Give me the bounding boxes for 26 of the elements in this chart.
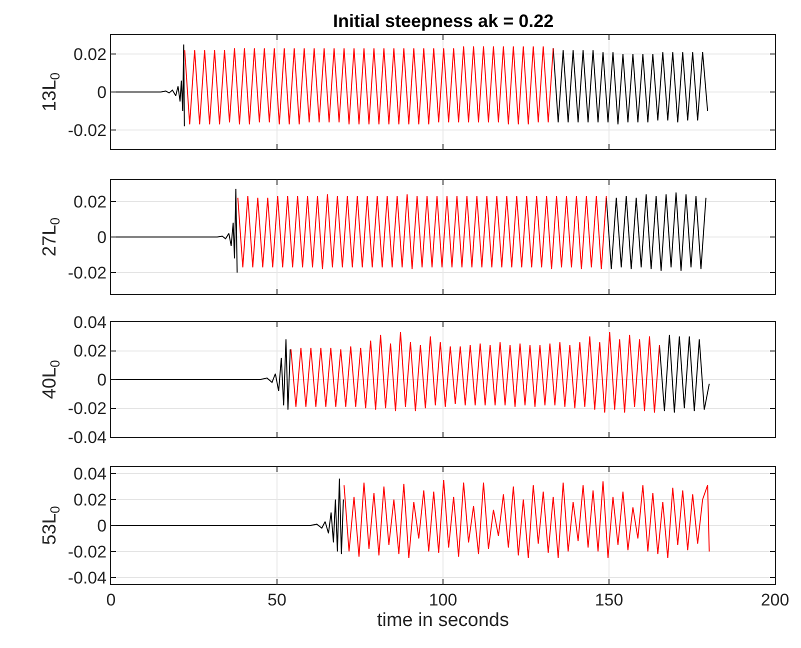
y-tick-label: 0: [97, 82, 107, 102]
y-tick-label: -0.02: [68, 120, 107, 140]
y-tick-label: 0: [97, 370, 107, 390]
chart-title: Initial steepness ak = 0.22: [333, 11, 554, 31]
y-tick-label: 0: [97, 228, 107, 247]
x-tick-label: 150: [594, 590, 624, 610]
line-series: [237, 194, 607, 270]
line-series: [344, 480, 710, 558]
y-tick-label: 0.04: [74, 312, 107, 332]
x-tick-label: 200: [760, 590, 790, 610]
y-tick-label: 0.02: [74, 490, 107, 510]
y-tick-label: 0.04: [74, 464, 107, 484]
x-axis-title: time in seconds: [376, 610, 510, 632]
y-tick-label: 0.02: [74, 192, 107, 212]
x-tick-label: 50: [268, 590, 286, 610]
y-tick-label: 0: [97, 516, 107, 536]
y-tick-label: 0.02: [74, 342, 107, 361]
line-series: [184, 46, 554, 125]
y-tick-label: -0.04: [68, 428, 107, 447]
x-tick-label: 100: [428, 590, 458, 610]
y-tick-label: -0.04: [68, 568, 107, 588]
line-series: [290, 332, 660, 414]
y-tick-label: -0.02: [68, 542, 107, 562]
y-tick-label: 0.02: [74, 44, 107, 64]
y-tick-label: -0.02: [68, 264, 107, 283]
y-tick-label: -0.02: [68, 399, 107, 418]
